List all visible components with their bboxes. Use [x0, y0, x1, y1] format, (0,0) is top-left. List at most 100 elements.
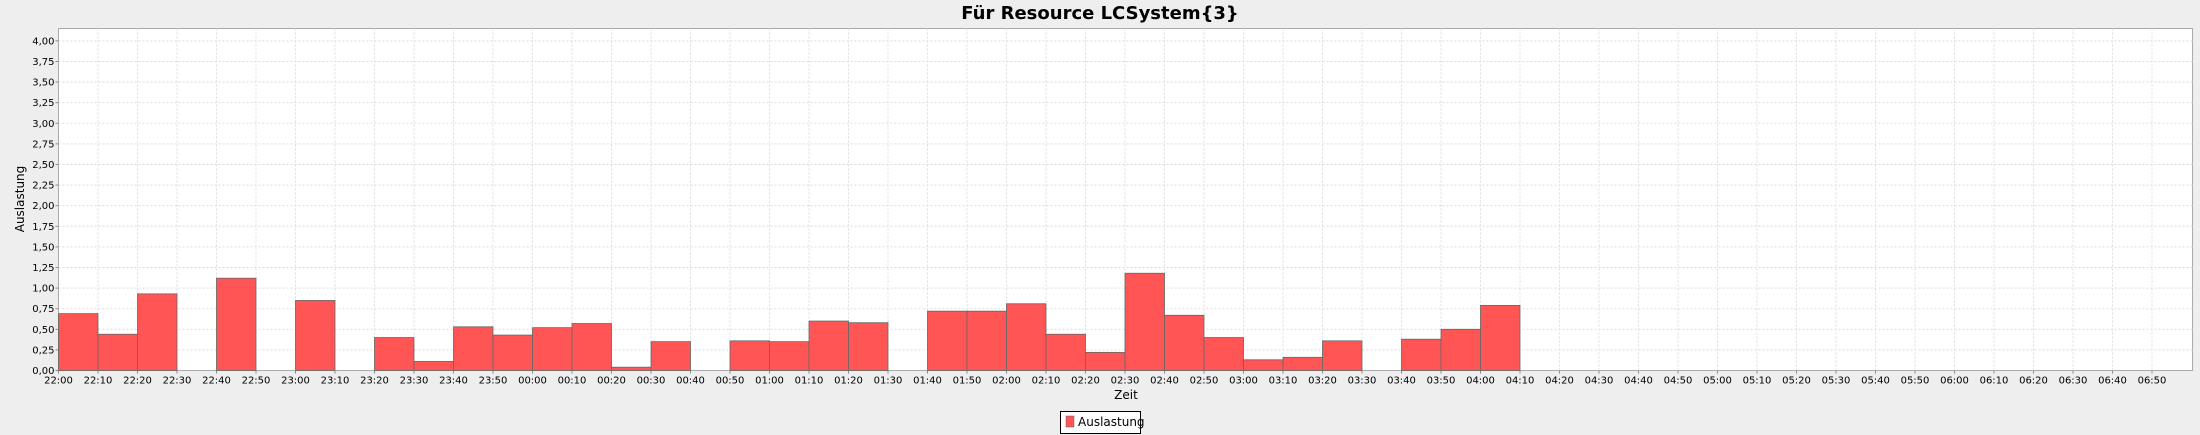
x-tick-label: 22:00 [44, 376, 73, 387]
x-tick-label: 00:20 [597, 376, 626, 387]
x-tick-label: 23:10 [321, 376, 350, 387]
x-tick-label: 06:50 [2138, 376, 2167, 387]
x-tick-label: 01:00 [755, 376, 784, 387]
bar-0210 [1045, 333, 1086, 371]
x-tick-label: 04:30 [1585, 376, 1614, 387]
chart-title: Für Resource LCSystem{3} [961, 3, 1239, 24]
bar-0230 [1124, 272, 1165, 371]
x-tick-label: 03:40 [1387, 376, 1416, 387]
x-tick-label: 03:50 [1427, 376, 1456, 387]
x-tick-label: 06:30 [2059, 376, 2088, 387]
y-tick-label: 1,75 [32, 222, 54, 233]
bar-2200 [58, 313, 99, 371]
x-tick-label: 00:40 [676, 376, 705, 387]
x-tick-label: 22:20 [123, 376, 152, 387]
x-tick-label: 01:20 [834, 376, 863, 387]
x-tick-label: 04:40 [1624, 376, 1653, 387]
x-tick-label: 23:20 [360, 376, 389, 387]
x-tick-label: 23:40 [439, 376, 468, 387]
y-tick-label: 2,00 [32, 201, 54, 212]
x-tick-label: 06:00 [1940, 376, 1969, 387]
y-tick-label: 2,25 [32, 181, 54, 192]
x-tick-label: 02:40 [1150, 376, 1179, 387]
x-tick-label: 02:00 [992, 376, 1021, 387]
bar-0300 [1243, 359, 1284, 371]
legend-label: Auslastung [1078, 415, 1145, 429]
legend-swatch [1065, 415, 1075, 428]
y-tick-label: 3,50 [32, 78, 54, 89]
x-tick-label: 03:20 [1308, 376, 1337, 387]
x-tick-label: 22:40 [202, 376, 231, 387]
y-tick-label: 1,00 [32, 284, 54, 295]
bar-0020 [611, 366, 652, 371]
x-tick-label: 05:50 [1901, 376, 1930, 387]
y-axis-label: Auslastung [13, 166, 27, 233]
x-tick-label: 05:20 [1782, 376, 1811, 387]
bar-2320 [374, 337, 415, 371]
x-tick-label: 06:20 [2019, 376, 2048, 387]
x-tick-label: 01:40 [913, 376, 942, 387]
x-tick-label: 02:20 [1071, 376, 1100, 387]
bars [58, 272, 1521, 371]
bar-2220 [137, 293, 178, 371]
bar-2340 [453, 326, 494, 371]
x-tick-label: 03:10 [1269, 376, 1298, 387]
bar-0340 [1401, 338, 1442, 371]
bar-0320 [1322, 340, 1363, 371]
x-tick-label: 23:30 [400, 376, 429, 387]
y-tick-label: 4,00 [32, 36, 54, 47]
y-tick-label: 1,50 [32, 242, 54, 253]
y-tick-label: 0,25 [32, 345, 54, 356]
bar-2300 [295, 300, 336, 371]
bar-0120 [848, 322, 889, 371]
x-tick-label: 03:30 [1348, 376, 1377, 387]
bar-0150 [966, 310, 1007, 371]
x-tick-label: 01:50 [953, 376, 982, 387]
x-tick-label: 04:20 [1545, 376, 1574, 387]
bar-0240 [1164, 314, 1205, 371]
y-tick-label: 3,75 [32, 57, 54, 68]
bar-0400 [1480, 304, 1521, 371]
x-tick-label: 00:50 [716, 376, 745, 387]
x-axis: 22:00 22:10 22:20 22:30 22:40 22:50 23:00 23:10… [44, 370, 2167, 387]
x-tick-label: 23:00 [281, 376, 310, 387]
bar-0110 [808, 320, 849, 371]
x-tick-label: 04:00 [1466, 376, 1495, 387]
y-tick-label: 2,50 [32, 160, 54, 171]
bar-0030 [650, 341, 691, 371]
y-axis: 0,00 0,25 0,50 0,75 1,00 1,25 1,50 1,75 2,00 2,25… [32, 36, 59, 377]
x-tick-label: 01:10 [795, 376, 824, 387]
y-tick-label: 2,75 [32, 139, 54, 150]
x-tick-label: 00:10 [558, 376, 587, 387]
bar-0140 [927, 310, 968, 371]
x-tick-label: 02:50 [1190, 376, 1219, 387]
y-tick-label: 3,25 [32, 98, 54, 109]
x-tick-label: 23:50 [479, 376, 508, 387]
bar-0310 [1282, 356, 1323, 371]
x-tick-label: 02:30 [1111, 376, 1140, 387]
y-tick-label: 3,00 [32, 119, 54, 130]
bar-0000 [532, 327, 573, 371]
bar-0220 [1085, 351, 1126, 371]
x-tick-label: 03:00 [1229, 376, 1258, 387]
x-tick-label: 22:10 [84, 376, 113, 387]
y-tick-label: 0,75 [32, 304, 54, 315]
x-tick-label: 00:00 [518, 376, 547, 387]
x-tick-label: 06:10 [1980, 376, 2009, 387]
x-tick-label: 22:30 [163, 376, 192, 387]
x-tick-label: 05:40 [1861, 376, 1890, 387]
x-tick-label: 04:10 [1506, 376, 1535, 387]
x-tick-label: 06:40 [2098, 376, 2127, 387]
x-tick-label: 05:10 [1743, 376, 1772, 387]
legend: Auslastung [1060, 411, 1145, 434]
x-tick-label: 04:50 [1664, 376, 1693, 387]
x-tick-label: 01:30 [874, 376, 903, 387]
y-tick-label: 0,50 [32, 325, 54, 336]
x-tick-label: 02:10 [1032, 376, 1061, 387]
bar-2210 [97, 333, 138, 371]
bar-0250 [1203, 337, 1244, 371]
bar-2330 [413, 361, 454, 371]
bar-0350 [1440, 328, 1481, 371]
x-axis-label: Zeit [1114, 388, 1138, 402]
